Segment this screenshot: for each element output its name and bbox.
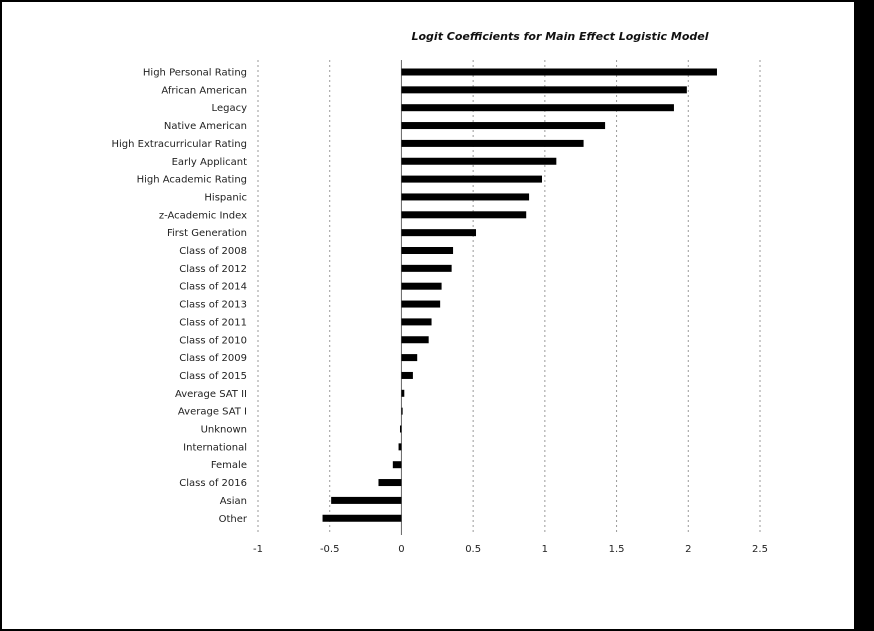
category-label: z-Academic Index xyxy=(159,210,247,221)
category-label: Class of 2009 xyxy=(179,353,247,364)
bar xyxy=(401,193,530,201)
x-tick-label: -0.5 xyxy=(320,544,340,555)
category-label: Female xyxy=(211,460,247,471)
category-label: Other xyxy=(219,514,248,525)
bar xyxy=(401,336,429,344)
gridlines xyxy=(257,60,761,535)
bar xyxy=(401,86,687,94)
bar xyxy=(401,104,674,112)
bar xyxy=(401,157,557,165)
bar xyxy=(401,407,403,415)
bar xyxy=(401,211,527,219)
x-tick-label: 2 xyxy=(685,544,691,555)
bar xyxy=(401,371,413,379)
category-label: Average SAT I xyxy=(178,407,247,418)
category-label: Unknown xyxy=(201,425,247,436)
category-label: Class of 2016 xyxy=(179,478,247,489)
category-label: Hispanic xyxy=(204,192,247,203)
x-tick-label: 1 xyxy=(542,544,548,555)
x-tick-label: 0 xyxy=(398,544,404,555)
category-label: African American xyxy=(161,85,247,96)
bar xyxy=(401,229,477,237)
bar xyxy=(399,425,402,433)
bar xyxy=(322,514,402,522)
category-label: High Extracurricular Rating xyxy=(112,139,248,150)
bar-chart: High Personal Rating African American Lega… xyxy=(112,60,768,555)
category-label: High Academic Rating xyxy=(137,175,247,186)
category-label: Asian xyxy=(220,496,247,507)
category-labels: High Personal Rating African American Lega… xyxy=(112,68,248,525)
bar xyxy=(401,175,542,183)
category-label: First Generation xyxy=(167,228,247,239)
category-label: Class of 2008 xyxy=(179,246,247,257)
category-label: International xyxy=(183,442,247,453)
chart-title: Logit Coefficients for Main Effect Logis… xyxy=(411,30,709,43)
x-tick-label: 2.5 xyxy=(752,544,768,555)
category-label: Class of 2013 xyxy=(179,300,247,311)
x-tick-labels: -1 -0.5 0 0.5 1 1.5 2 2.5 xyxy=(253,544,768,555)
bar xyxy=(401,68,717,76)
bar xyxy=(401,139,584,147)
bar xyxy=(401,247,454,254)
bar xyxy=(331,496,402,504)
bar xyxy=(401,318,432,326)
category-label: Legacy xyxy=(212,103,248,114)
category-label: Average SAT II xyxy=(175,389,247,400)
category-label: Class of 2011 xyxy=(179,317,247,328)
category-label: Class of 2012 xyxy=(179,264,247,275)
x-tick-label: 0.5 xyxy=(465,544,481,555)
x-tick-label: 1.5 xyxy=(609,544,625,555)
bar xyxy=(401,282,442,290)
bar xyxy=(378,479,402,487)
bars xyxy=(322,68,717,522)
category-label: Native American xyxy=(164,121,247,132)
category-label: Class of 2010 xyxy=(179,335,247,346)
category-label: Early Applicant xyxy=(172,157,247,168)
x-tick-label: -1 xyxy=(253,544,263,555)
bar xyxy=(401,354,418,362)
category-label: Class of 2015 xyxy=(179,371,247,382)
category-label: Class of 2014 xyxy=(179,282,247,293)
bar xyxy=(401,389,405,397)
bar xyxy=(398,443,402,451)
window-edge xyxy=(854,0,874,631)
bar xyxy=(401,264,452,272)
category-label: High Personal Rating xyxy=(143,68,247,79)
bar xyxy=(392,461,402,469)
bar xyxy=(401,122,606,130)
bar xyxy=(401,300,441,308)
